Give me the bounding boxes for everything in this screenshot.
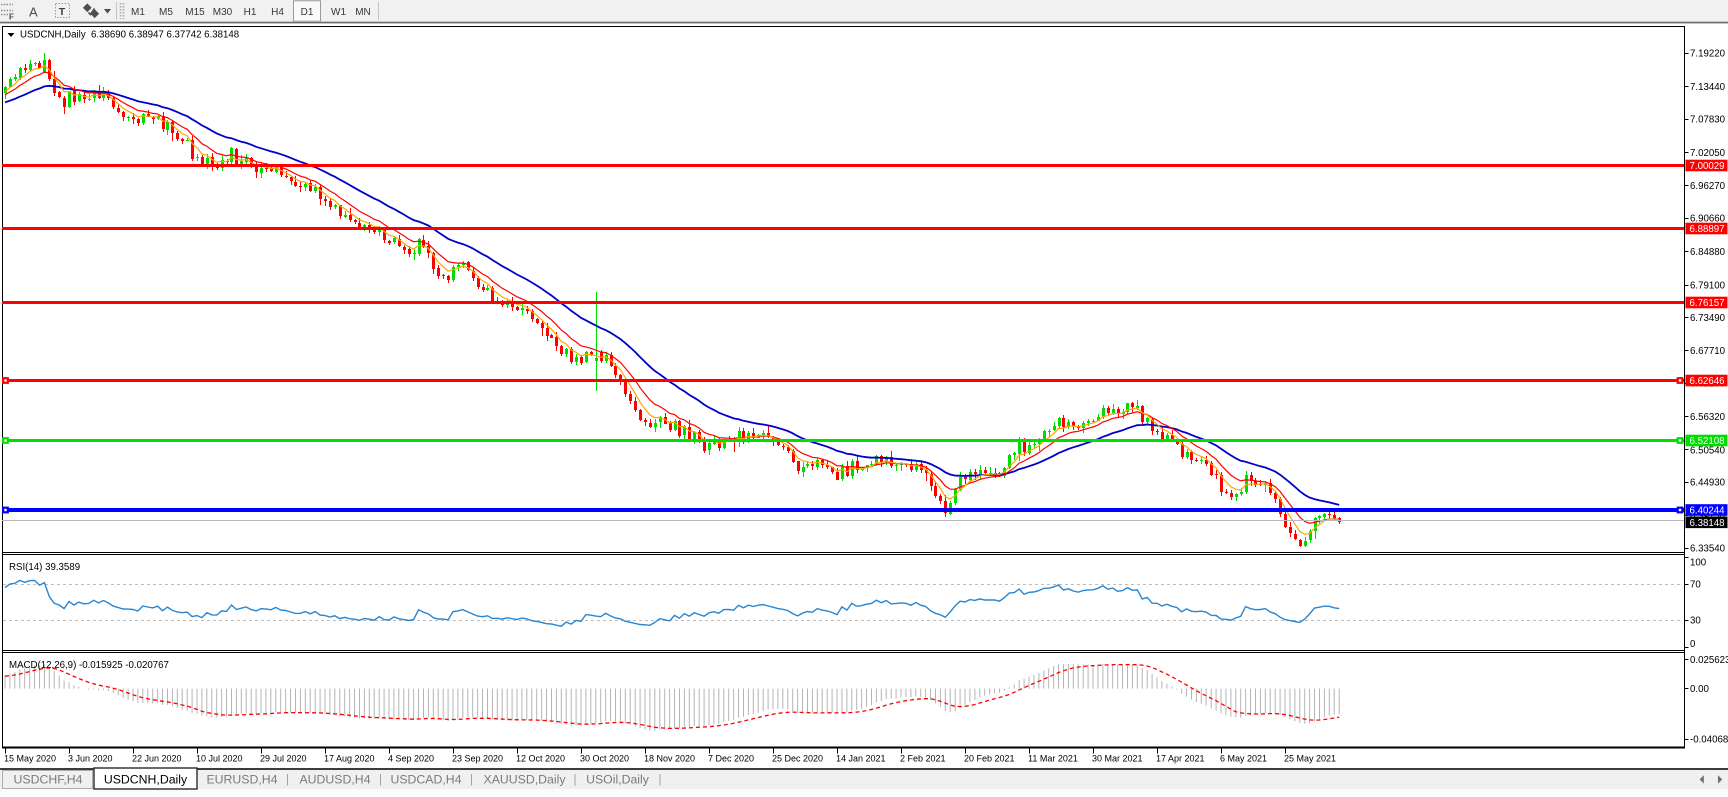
svg-text:USDCHF,H4: USDCHF,H4 xyxy=(13,773,82,787)
svg-text:4 Sep 2020: 4 Sep 2020 xyxy=(388,754,434,764)
svg-text:22 Jun 2020: 22 Jun 2020 xyxy=(132,754,182,764)
svg-text:W1: W1 xyxy=(331,7,346,18)
svg-text:|: | xyxy=(470,774,473,786)
svg-text:|: | xyxy=(379,774,382,786)
svg-text:T: T xyxy=(59,6,66,18)
svg-text:A: A xyxy=(29,5,38,20)
svg-text:0.00: 0.00 xyxy=(1690,684,1709,695)
svg-text:10 Jul 2020: 10 Jul 2020 xyxy=(196,754,243,764)
svg-text:M1: M1 xyxy=(131,7,145,18)
svg-text:0: 0 xyxy=(1690,639,1696,650)
svg-text:17 Apr 2021: 17 Apr 2021 xyxy=(1156,754,1205,764)
svg-text:30 Oct 2020: 30 Oct 2020 xyxy=(580,754,629,764)
svg-text:6.44930: 6.44930 xyxy=(1690,478,1726,489)
svg-text:0.025623: 0.025623 xyxy=(1690,655,1728,666)
svg-text:6.84880: 6.84880 xyxy=(1690,247,1726,258)
svg-text:30 Mar 2021: 30 Mar 2021 xyxy=(1092,754,1143,764)
svg-text:3 Jun 2020: 3 Jun 2020 xyxy=(68,754,113,764)
svg-text:6.38148: 6.38148 xyxy=(1690,518,1725,529)
svg-text:USDCNH,Daily 6.38690 6.38947: USDCNH,Daily 6.38690 6.38947 6.37742 6.3… xyxy=(20,30,239,41)
svg-text:AUDUSD,H4: AUDUSD,H4 xyxy=(299,773,370,787)
svg-text:70: 70 xyxy=(1690,579,1701,590)
svg-text:6.50540: 6.50540 xyxy=(1690,445,1726,456)
svg-text:F: F xyxy=(9,13,14,22)
svg-text:11 Mar 2021: 11 Mar 2021 xyxy=(1028,754,1078,764)
svg-text:18 Nov 2020: 18 Nov 2020 xyxy=(644,754,695,764)
svg-text:MN: MN xyxy=(355,7,371,18)
svg-text:7 Dec 2020: 7 Dec 2020 xyxy=(708,754,754,764)
svg-text:14 Jan 2021: 14 Jan 2021 xyxy=(836,754,886,764)
svg-text:6 May 2021: 6 May 2021 xyxy=(1220,754,1267,764)
svg-text:M15: M15 xyxy=(185,7,205,18)
svg-text:7.00029: 7.00029 xyxy=(1690,161,1725,172)
svg-text:|: | xyxy=(659,774,662,786)
svg-text:6.73490: 6.73490 xyxy=(1690,313,1726,324)
svg-text:RSI(14) 39.3589: RSI(14) 39.3589 xyxy=(9,562,80,573)
svg-text:6.62646: 6.62646 xyxy=(1690,376,1725,387)
svg-text:6.33540: 6.33540 xyxy=(1690,544,1726,555)
svg-text:H4: H4 xyxy=(271,7,284,18)
svg-text:6.56320: 6.56320 xyxy=(1690,412,1726,423)
svg-text:XAUUSD,Daily: XAUUSD,Daily xyxy=(484,773,567,787)
svg-text:6.40244: 6.40244 xyxy=(1690,506,1726,517)
svg-text:2 Feb 2021: 2 Feb 2021 xyxy=(900,754,946,764)
svg-text:15 May 2020: 15 May 2020 xyxy=(4,754,56,764)
svg-text:17 Aug 2020: 17 Aug 2020 xyxy=(324,754,375,764)
svg-text:|: | xyxy=(574,774,577,786)
svg-text:29 Jul 2020: 29 Jul 2020 xyxy=(260,754,307,764)
svg-text:USDCAD,H4: USDCAD,H4 xyxy=(390,773,461,787)
svg-text:25 Dec 2020: 25 Dec 2020 xyxy=(772,754,823,764)
svg-text:7.13440: 7.13440 xyxy=(1690,82,1726,93)
svg-text:M5: M5 xyxy=(159,7,173,18)
svg-text:USDCNH,Daily: USDCNH,Daily xyxy=(104,773,188,787)
svg-text:7.07830: 7.07830 xyxy=(1690,115,1726,126)
svg-text:6.90660: 6.90660 xyxy=(1690,214,1726,225)
svg-text:12 Oct 2020: 12 Oct 2020 xyxy=(516,754,565,764)
svg-text:6.96270: 6.96270 xyxy=(1690,181,1726,192)
svg-text:6.52108: 6.52108 xyxy=(1690,436,1725,447)
svg-text:6.79100: 6.79100 xyxy=(1690,280,1726,291)
svg-text:30: 30 xyxy=(1690,615,1701,626)
svg-text:23 Sep 2020: 23 Sep 2020 xyxy=(452,754,503,764)
svg-text:MACD(12,26,9) -0.015925 -0.020: MACD(12,26,9) -0.015925 -0.020767 xyxy=(9,660,169,671)
svg-text:6.88897: 6.88897 xyxy=(1690,224,1725,235)
svg-text:EURUSD,H4: EURUSD,H4 xyxy=(206,773,277,787)
svg-text:20 Feb 2021: 20 Feb 2021 xyxy=(964,754,1015,764)
svg-text:USOil,Daily: USOil,Daily xyxy=(586,773,650,787)
svg-text:H1: H1 xyxy=(244,7,257,18)
svg-text:D1: D1 xyxy=(301,7,314,18)
svg-text:M30: M30 xyxy=(213,7,233,18)
svg-text:6.67710: 6.67710 xyxy=(1690,346,1726,357)
svg-text:7.19220: 7.19220 xyxy=(1690,49,1726,60)
svg-text:100: 100 xyxy=(1690,557,1707,568)
svg-text:25 May 2021: 25 May 2021 xyxy=(1284,754,1336,764)
svg-text:|: | xyxy=(286,774,289,786)
svg-text:6.76157: 6.76157 xyxy=(1690,298,1725,309)
svg-text:7.02050: 7.02050 xyxy=(1690,148,1726,159)
